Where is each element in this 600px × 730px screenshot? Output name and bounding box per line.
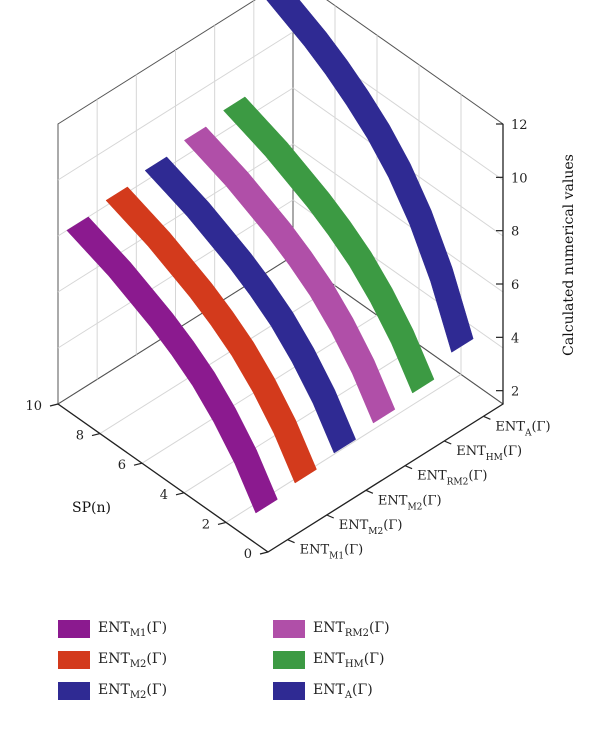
x-tick-label: 10 xyxy=(25,399,42,414)
legend-label: ENTRM2(Γ) xyxy=(313,620,390,639)
x-tick-mark xyxy=(259,551,269,555)
ribbon-ent-m2-1 xyxy=(105,186,317,484)
z-tick-label: 2 xyxy=(511,385,519,400)
legend-swatch xyxy=(58,682,90,701)
category-tick-mark xyxy=(365,489,374,494)
z-axis-title: Calculated numerical values xyxy=(561,154,577,356)
category-tick-mark xyxy=(404,465,413,470)
legend-label: ENTM1(Γ) xyxy=(98,620,168,639)
ribbon-ent-hm-4 xyxy=(223,96,435,394)
legend-item-4: ENTHM(Γ) xyxy=(273,651,384,670)
x-axis-line xyxy=(57,403,269,553)
legend-item-3: ENTRM2(Γ) xyxy=(273,620,390,639)
x-tick-mark xyxy=(49,403,59,407)
legend-swatch xyxy=(273,651,305,670)
legend-label: ENTM2(Γ) xyxy=(98,651,168,670)
z-tick-label: 6 xyxy=(511,278,519,293)
x-tick-label: 8 xyxy=(76,429,84,444)
x-tick-mark xyxy=(175,492,185,496)
x-tick-label: 0 xyxy=(244,547,252,562)
data-ribbons xyxy=(66,0,474,514)
x-tick-label: 6 xyxy=(118,458,126,473)
legend-swatch xyxy=(273,620,305,639)
ribbon-ent-m2-2 xyxy=(144,156,357,454)
legend-swatch xyxy=(273,682,305,701)
category-tick-mark xyxy=(444,440,452,445)
z-tick-label: 10 xyxy=(511,171,528,186)
chart-3d: 0 2 4 6 8 10 2 4 6 8 10 12 ENTM1(Γ) ENTM2(Γ) ENTM2(Γ) E… xyxy=(25,0,577,562)
category-label-4: ENTHM(Γ) xyxy=(456,444,522,463)
z-tick-label: 12 xyxy=(511,118,528,133)
category-tick-mark xyxy=(326,514,334,519)
legend-label: ENTHM(Γ) xyxy=(313,651,385,670)
x-tick-mark xyxy=(217,521,227,525)
ribbon-ent-m1-0 xyxy=(66,216,278,514)
category-tick-mark xyxy=(287,539,295,544)
legend-swatch xyxy=(58,651,90,670)
gridline xyxy=(292,143,504,293)
gridline xyxy=(183,344,420,494)
category-label-3: ENTRM2(Γ) xyxy=(417,469,487,488)
category-label-2: ENTM2(Γ) xyxy=(378,493,442,512)
x-tick-label: 4 xyxy=(160,488,168,503)
category-axis-line xyxy=(267,403,504,553)
legend-item-2: ENTM2(Γ) xyxy=(58,682,167,701)
category-label-1: ENTM2(Γ) xyxy=(339,518,403,537)
x-tick-mark xyxy=(133,462,143,466)
legend-swatch xyxy=(58,620,90,639)
x-axis-title: SP(n) xyxy=(72,500,111,516)
z-tick-label: 8 xyxy=(511,225,519,240)
legend-item-5: ENTA(Γ) xyxy=(273,682,373,701)
gridline xyxy=(99,285,336,435)
category-label-5: ENTA(Γ) xyxy=(495,419,550,438)
legend-label: ENTA(Γ) xyxy=(313,682,373,701)
category-tick-mark xyxy=(483,415,491,420)
legend-label: ENTM2(Γ) xyxy=(98,682,168,701)
x-tick-label: 2 xyxy=(202,517,210,532)
axes: 0 2 4 6 8 10 2 4 6 8 10 12 ENTM1(Γ) ENTM2(Γ) ENTM2(Γ) E… xyxy=(25,118,550,562)
ribbon-ent-a-5 xyxy=(266,0,474,353)
ribbon-ent-rm2-3 xyxy=(183,126,396,424)
legend-item-1: ENTM2(Γ) xyxy=(58,651,167,670)
x-tick-mark xyxy=(91,433,101,437)
category-label-0: ENTM1(Γ) xyxy=(300,543,364,562)
legend-item-0: ENTM1(Γ) xyxy=(58,620,167,639)
z-tick-label: 4 xyxy=(511,331,519,346)
